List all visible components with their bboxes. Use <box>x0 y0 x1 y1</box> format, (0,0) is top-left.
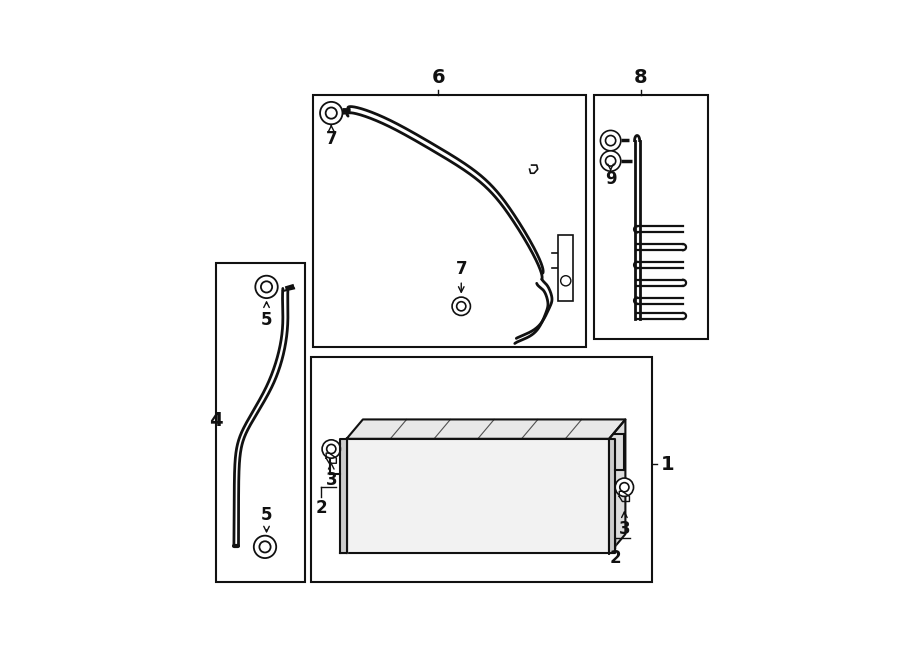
Circle shape <box>256 275 278 298</box>
Bar <box>216 263 305 581</box>
Circle shape <box>254 536 276 558</box>
Bar <box>558 235 573 301</box>
Text: 5: 5 <box>261 311 273 330</box>
Polygon shape <box>609 420 626 553</box>
Circle shape <box>320 102 343 124</box>
Text: 6: 6 <box>431 68 446 87</box>
Circle shape <box>452 297 471 316</box>
Text: 8: 8 <box>634 68 647 87</box>
Circle shape <box>322 440 340 458</box>
Circle shape <box>600 130 621 151</box>
Text: 2: 2 <box>609 549 621 567</box>
Text: 2: 2 <box>315 499 327 517</box>
Text: 4: 4 <box>209 412 222 430</box>
Circle shape <box>616 478 634 496</box>
Polygon shape <box>346 420 626 439</box>
Bar <box>313 95 586 347</box>
Bar <box>310 357 652 581</box>
Text: 3: 3 <box>326 471 338 489</box>
Bar <box>594 95 708 340</box>
Text: 7: 7 <box>326 130 338 148</box>
Text: 5: 5 <box>261 506 273 524</box>
Text: 3: 3 <box>618 520 630 538</box>
Text: 1: 1 <box>662 455 675 474</box>
Circle shape <box>600 151 621 171</box>
Polygon shape <box>346 439 609 553</box>
Polygon shape <box>609 439 616 553</box>
Circle shape <box>561 275 571 286</box>
Text: 9: 9 <box>605 170 617 188</box>
Polygon shape <box>340 439 346 553</box>
Text: 7: 7 <box>455 260 467 278</box>
